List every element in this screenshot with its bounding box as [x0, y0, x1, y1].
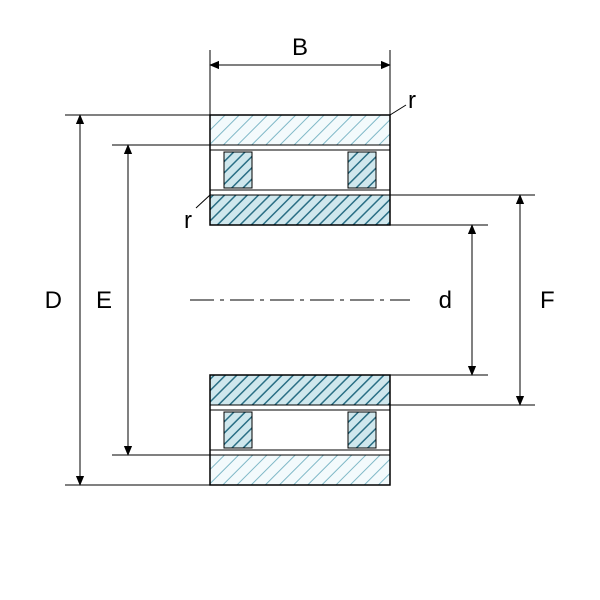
bearing-cross-section: B D E d F r r: [0, 0, 600, 600]
outer-ring-bottom: [210, 455, 390, 485]
label-B: B: [292, 34, 308, 61]
roller-top-left: [224, 152, 252, 188]
label-r-top: r: [408, 87, 416, 114]
roller-top-right: [348, 152, 376, 188]
roller-bottom-left: [224, 412, 252, 448]
label-F: F: [540, 287, 555, 314]
callout-r-top: r: [390, 87, 416, 115]
label-r-left: r: [184, 207, 192, 234]
roller-bottom-right: [348, 412, 376, 448]
dimension-D: D: [45, 115, 210, 485]
label-E: E: [96, 287, 112, 314]
label-D: D: [45, 287, 62, 314]
dimension-B: B: [210, 34, 390, 115]
label-d: d: [439, 287, 452, 314]
callout-r-left: r: [184, 195, 210, 234]
inner-ring-bottom: [210, 375, 390, 405]
